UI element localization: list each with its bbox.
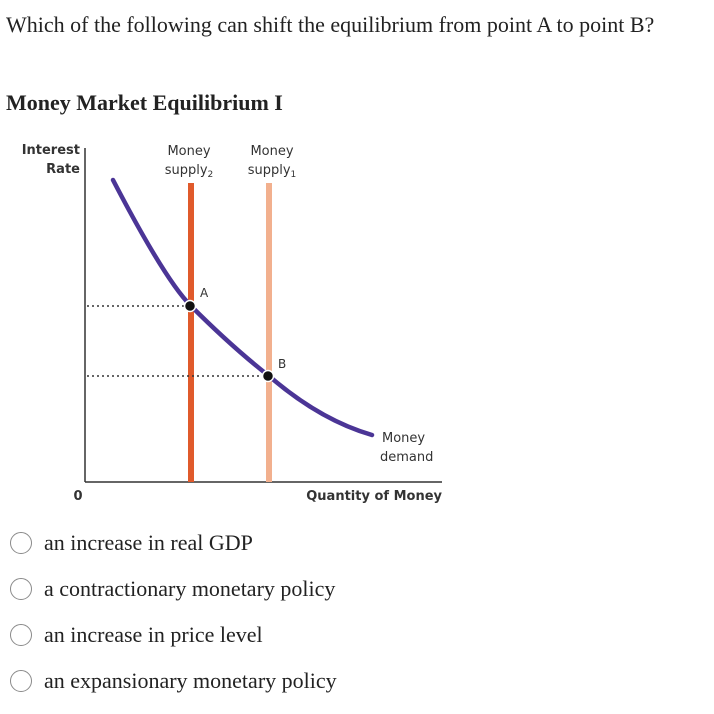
radio-button[interactable]: [10, 624, 32, 646]
option-contractionary-monetary-policy[interactable]: a contractionary monetary policy: [10, 566, 510, 612]
option-increase-price-level[interactable]: an increase in price level: [10, 612, 510, 658]
option-label: an increase in real GDP: [44, 530, 253, 555]
y-axis-label-line1: Interest: [22, 143, 80, 158]
money-supply-1-label-line1: Money: [250, 144, 293, 159]
money-demand-label-line2: demand: [380, 450, 433, 465]
option-expansionary-monetary-policy[interactable]: an expansionary monetary policy: [10, 658, 510, 704]
option-label: a contractionary monetary policy: [44, 576, 336, 601]
figure-title: Money Market Equilibrium I: [6, 90, 283, 115]
money-supply-2-label-line1: Money: [167, 144, 210, 159]
origin-label: 0: [73, 489, 82, 504]
radio-button[interactable]: [10, 532, 32, 554]
question-text: Which of the following can shift the equ…: [6, 12, 655, 37]
point-a: [183, 299, 197, 313]
point-a-label: A: [200, 286, 209, 300]
x-axis-label: Quantity of Money: [306, 489, 442, 504]
point-b-label: B: [278, 357, 286, 371]
money-demand-label-line1: Money: [382, 431, 425, 446]
answer-options: an increase in real GDP a contractionary…: [10, 520, 510, 704]
y-axis-label-line2: Rate: [46, 162, 80, 177]
money-supply-1-line: [266, 183, 272, 482]
money-demand-curve: [110, 177, 375, 438]
radio-button[interactable]: [10, 578, 32, 600]
option-increase-real-gdp[interactable]: an increase in real GDP: [10, 520, 510, 566]
money-supply-2-label-line2: supply2: [165, 163, 214, 180]
point-b: [261, 369, 275, 383]
radio-button[interactable]: [10, 670, 32, 692]
money-market-diagram: Interest Rate 0 Quantity of Money Money …: [22, 143, 443, 504]
money-supply-1-label-line2: supply1: [248, 163, 297, 180]
money-supply-2-line: [188, 183, 194, 482]
option-label: an expansionary monetary policy: [44, 668, 337, 693]
option-label: an increase in price level: [44, 622, 263, 647]
